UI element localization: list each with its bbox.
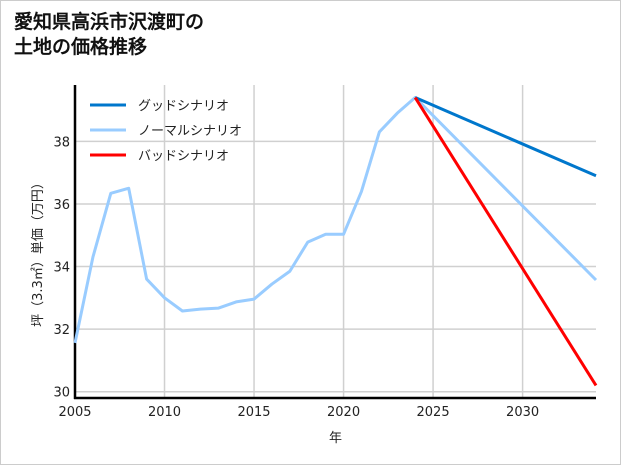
legend-label: ノーマルシナリオ (138, 124, 242, 139)
x-tick-label: 2025 (417, 405, 450, 420)
x-tick-label: 2015 (237, 405, 270, 420)
y-tick-label: 38 (53, 135, 70, 150)
title-line-2: 土地の価格推移 (14, 36, 148, 58)
x-axis-label: 年 (329, 431, 342, 446)
series-line-2 (413, 96, 598, 387)
legend-label: バッドシナリオ (138, 149, 229, 164)
y-tick-label: 32 (53, 323, 70, 338)
x-tick-label: 2010 (148, 405, 181, 420)
series-line-0 (414, 96, 597, 178)
x-tick-label: 2030 (506, 405, 539, 420)
title-line-1: 愛知県高浜市沢渡町の (14, 11, 205, 33)
y-tick-label: 30 (53, 386, 70, 401)
legend-label: グッドシナリオ (138, 99, 229, 114)
series-line-1 (73, 96, 598, 344)
y-tick-label: 34 (53, 261, 70, 276)
y-axis-label: 坪（3.3㎡）単価（万円） (30, 176, 46, 327)
x-tick-label: 2020 (327, 405, 360, 420)
x-tick-label: 2005 (58, 405, 91, 420)
chart-title: 愛知県高浜市沢渡町の 土地の価格推移 (14, 10, 204, 60)
y-tick-label: 36 (53, 198, 70, 213)
